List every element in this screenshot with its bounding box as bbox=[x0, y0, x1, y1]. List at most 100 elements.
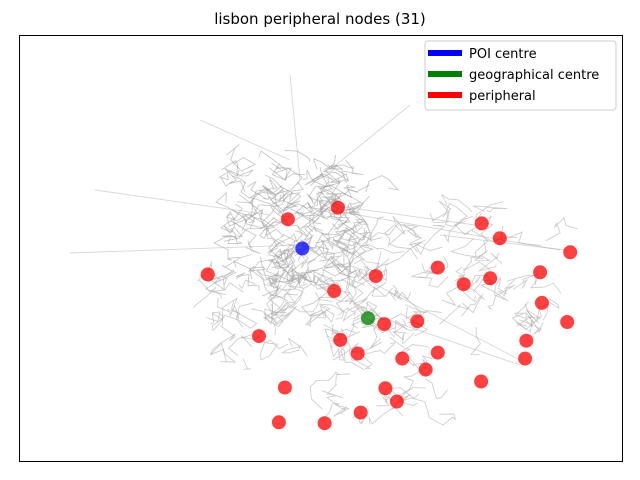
street-segment bbox=[421, 355, 434, 362]
street-segment bbox=[342, 227, 368, 253]
street-segment bbox=[417, 276, 449, 288]
street-segment bbox=[306, 310, 327, 327]
geographical-centre-point bbox=[361, 311, 375, 326]
peripheral-point bbox=[330, 200, 345, 215]
street-segment bbox=[236, 178, 278, 204]
street-segment bbox=[365, 302, 382, 331]
street-segment bbox=[397, 291, 412, 301]
peripheral-point bbox=[317, 416, 332, 431]
street-segment bbox=[277, 200, 301, 215]
street-segment bbox=[315, 211, 346, 244]
street-segment bbox=[357, 231, 382, 241]
street-segment bbox=[518, 319, 542, 335]
street-segment bbox=[341, 165, 364, 184]
street-segment bbox=[302, 166, 334, 181]
legend-box bbox=[424, 40, 617, 111]
street-segment bbox=[347, 195, 370, 231]
street-segment bbox=[279, 297, 321, 314]
street-segment bbox=[304, 303, 347, 326]
street-segment bbox=[358, 244, 375, 255]
street-segment bbox=[281, 193, 303, 242]
street-segment bbox=[322, 276, 344, 288]
street-segment bbox=[247, 174, 284, 196]
street-segment bbox=[348, 279, 364, 305]
street-segment bbox=[392, 284, 399, 297]
street-segment bbox=[315, 292, 333, 302]
street-segment bbox=[225, 144, 257, 172]
street-segment bbox=[300, 219, 318, 233]
chart-title: lisbon peripheral nodes (31) bbox=[214, 10, 426, 28]
street-link bbox=[329, 104, 411, 171]
street-segment bbox=[470, 274, 485, 288]
peripheral-point bbox=[280, 212, 295, 227]
peripheral-point bbox=[492, 231, 507, 246]
street-segment bbox=[479, 277, 509, 302]
street-segment bbox=[297, 249, 317, 269]
peripheral-point bbox=[474, 374, 489, 389]
street-segment bbox=[221, 254, 252, 279]
street-segment bbox=[268, 259, 286, 269]
street-link bbox=[289, 74, 301, 181]
street-segment bbox=[366, 232, 379, 250]
street-segment bbox=[371, 286, 393, 297]
street-segment bbox=[321, 255, 340, 269]
street-segment bbox=[267, 233, 298, 259]
street-segment bbox=[282, 193, 318, 213]
legend-label-geographical-centre: geographical centre bbox=[469, 68, 599, 83]
POI-centre-point bbox=[295, 241, 310, 256]
street-segment bbox=[197, 261, 244, 293]
street-segment bbox=[355, 216, 384, 235]
street-segment bbox=[392, 331, 415, 345]
peripheral-point bbox=[353, 405, 368, 420]
street-segment bbox=[453, 267, 465, 282]
street-segment bbox=[335, 239, 349, 258]
peripheral-point bbox=[456, 277, 471, 292]
peripheral-point bbox=[518, 351, 533, 366]
legend-swatch-peripheral bbox=[428, 92, 462, 98]
street-segment bbox=[319, 296, 360, 309]
street-segment bbox=[308, 304, 335, 324]
peripheral-point bbox=[327, 284, 342, 298]
street-segment bbox=[226, 302, 254, 328]
street-segment bbox=[275, 253, 297, 274]
street-segment bbox=[263, 274, 304, 287]
street-segment bbox=[337, 230, 362, 254]
street-segment bbox=[309, 371, 340, 410]
peripheral-point bbox=[350, 346, 365, 361]
street-segment bbox=[223, 300, 258, 329]
peripheral-point bbox=[430, 345, 445, 360]
street-segment bbox=[486, 288, 508, 310]
peripheral-point bbox=[430, 260, 445, 275]
street-segment bbox=[429, 210, 466, 227]
street-segment bbox=[393, 318, 407, 334]
street-segment bbox=[365, 258, 390, 271]
street-segment bbox=[193, 286, 227, 309]
street-segment bbox=[325, 155, 340, 183]
street-segment bbox=[341, 239, 426, 289]
street-segment bbox=[334, 229, 350, 249]
street-segment bbox=[235, 272, 260, 291]
peripheral-point bbox=[483, 271, 498, 286]
street-segment bbox=[304, 164, 349, 186]
street-segment bbox=[339, 243, 364, 279]
street-segment bbox=[199, 271, 234, 291]
street-segment bbox=[326, 395, 346, 410]
street-segment bbox=[264, 283, 312, 321]
street-segment bbox=[213, 235, 240, 261]
street-segment bbox=[331, 324, 357, 335]
street-segment bbox=[210, 342, 237, 363]
peripheral-point bbox=[519, 333, 534, 348]
street-segment bbox=[425, 378, 448, 400]
legend-swatch-geographical-centre bbox=[428, 71, 462, 77]
street-segment bbox=[295, 225, 309, 238]
street-segment bbox=[223, 217, 268, 242]
street-segment bbox=[266, 293, 278, 336]
peripheral-point bbox=[389, 394, 404, 409]
street-segment bbox=[311, 172, 341, 187]
street-segment bbox=[413, 242, 443, 252]
street-segment bbox=[441, 267, 465, 306]
legend-label-peripheral: peripheral bbox=[469, 89, 536, 104]
street-segment bbox=[250, 208, 276, 239]
peripheral-point bbox=[200, 267, 215, 282]
street-segment bbox=[249, 196, 299, 209]
